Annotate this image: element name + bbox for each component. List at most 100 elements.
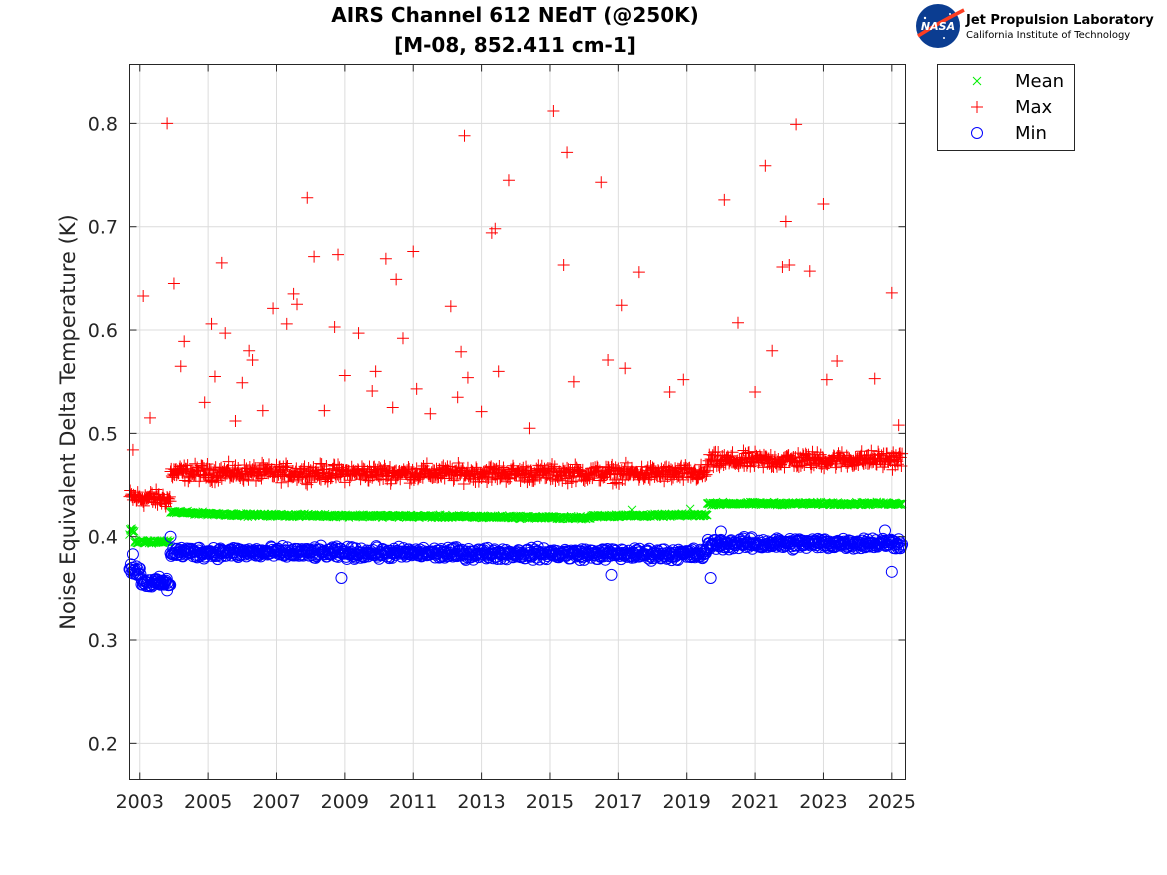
plot-area — [129, 64, 906, 780]
max-point — [164, 495, 177, 508]
max-point — [586, 472, 599, 485]
min-point-outlier — [714, 525, 727, 538]
max-point — [830, 458, 843, 471]
y-axis-label: Noise Equivalent Delta Temperature (K) — [56, 214, 80, 630]
max-point — [581, 473, 594, 486]
min-point-outlier — [605, 568, 618, 581]
axis-ticks: 2003 2005 2007 2009 2011 2013 2015 2017 2019 2021… — [88, 64, 916, 813]
max-point — [799, 447, 812, 460]
legend-min-marker — [971, 127, 983, 139]
max-point-outlier — [718, 193, 731, 206]
max-point — [690, 473, 703, 486]
x-tick-label: 2023 — [799, 791, 847, 813]
min-point — [142, 574, 155, 587]
max-point — [846, 459, 859, 472]
max-point — [548, 460, 561, 473]
max-point-outlier — [731, 316, 744, 329]
max-point-outlier — [749, 386, 762, 399]
max-point-outlier — [208, 370, 221, 383]
max-point-outlier — [677, 373, 690, 386]
max-point-outlier — [489, 222, 502, 235]
x-tick-label: 2015 — [526, 791, 574, 813]
max-point-outlier — [831, 355, 844, 368]
max-point — [242, 473, 255, 486]
max-point-outlier — [892, 419, 905, 432]
max-point — [281, 459, 294, 472]
max-point — [646, 461, 659, 474]
max-point-outlier — [386, 401, 399, 414]
x-tick-label: 2025 — [868, 791, 916, 813]
max-point — [556, 474, 569, 487]
min-point — [381, 550, 394, 563]
legend-mean-marker — [972, 76, 982, 86]
max-point — [439, 462, 452, 475]
min-point-outlier — [126, 548, 139, 561]
max-point — [332, 458, 345, 471]
max-point — [545, 463, 558, 476]
max-point — [896, 447, 909, 460]
max-point — [159, 500, 172, 513]
max-point — [887, 446, 900, 459]
max-point-outlier — [236, 376, 249, 389]
max-point — [612, 462, 625, 475]
max-point-outlier — [458, 129, 471, 142]
max-point-outlier — [126, 443, 139, 456]
min-point — [779, 539, 792, 552]
max-point — [726, 446, 739, 459]
max-point-outlier — [379, 252, 392, 265]
max-point-outlier — [318, 404, 331, 417]
series-mean — [125, 497, 907, 548]
max-point — [501, 471, 514, 484]
max-point-outlier — [766, 344, 779, 357]
max-point — [165, 470, 178, 483]
max-point-outlier — [301, 191, 314, 204]
y-tick-label: 0.8 — [88, 113, 118, 135]
max-point — [806, 445, 819, 458]
max-point — [208, 464, 221, 477]
min-point-outlier — [878, 524, 891, 537]
min-point-outlier — [335, 572, 348, 585]
max-point-outlier — [595, 176, 608, 189]
max-point — [302, 462, 315, 475]
max-point — [671, 470, 684, 483]
min-point-outlier — [704, 572, 717, 585]
min-point — [160, 572, 173, 585]
max-point-outlier — [256, 404, 269, 417]
y-tick-label: 0.2 — [88, 733, 118, 755]
max-point — [768, 450, 781, 463]
max-point — [595, 470, 608, 483]
max-point-outlier — [424, 407, 437, 420]
max-point — [703, 458, 716, 471]
max-point — [221, 464, 234, 477]
nasa-logotype: NASA — [921, 20, 955, 33]
max-point — [315, 458, 328, 471]
x-tick-label: 2013 — [457, 791, 505, 813]
max-point-outlier — [602, 354, 615, 367]
max-point-outlier — [144, 411, 157, 424]
jpl-name: Jet Propulsion Laboratory — [965, 13, 1154, 28]
mean-point — [897, 499, 907, 509]
max-point-outlier — [461, 371, 474, 384]
max-point-outlier — [502, 174, 515, 187]
max-point — [299, 477, 312, 490]
max-point — [270, 458, 283, 471]
y-tick-label: 0.7 — [88, 217, 118, 239]
chart-title-line-1: AIRS Channel 612 NEdT (@250K) — [331, 3, 699, 27]
max-point-outlier — [523, 422, 536, 435]
max-point — [740, 451, 753, 464]
max-point-outlier — [332, 248, 345, 261]
max-point-outlier — [308, 250, 321, 263]
max-point — [805, 461, 818, 474]
max-point — [237, 474, 250, 487]
max-point-outlier — [567, 375, 580, 388]
max-point — [737, 444, 750, 457]
max-point-outlier — [410, 382, 423, 395]
chart-title-line-2: [M-08, 852.411 cm-1] — [394, 33, 636, 57]
max-point-outlier — [215, 256, 228, 269]
max-point — [279, 463, 292, 476]
max-point-outlier — [291, 298, 304, 311]
max-point-outlier — [178, 335, 191, 348]
max-point — [485, 473, 498, 486]
max-point — [307, 461, 320, 474]
